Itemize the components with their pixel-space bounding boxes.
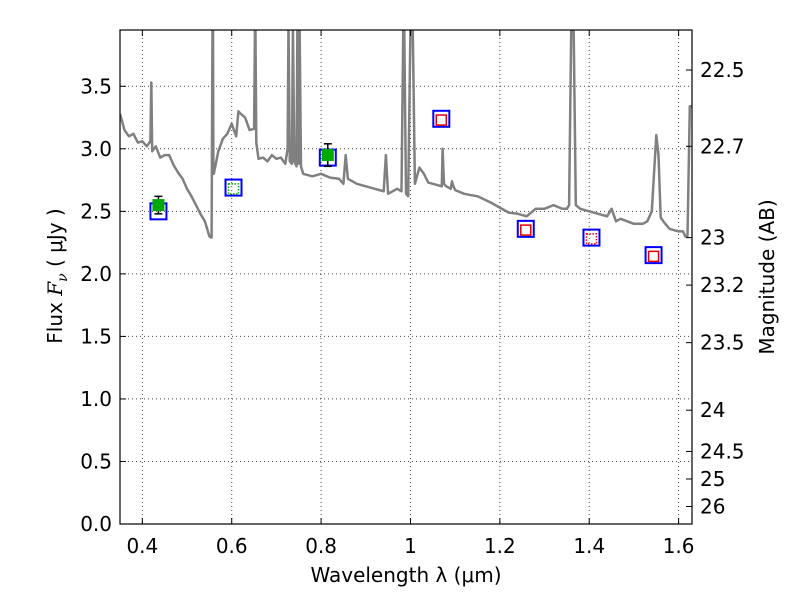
x-axis-ticks: 0.4 0.6 0.8 1 1.2 1.4 1.6 bbox=[126, 30, 695, 558]
y-axis-label: Flux Fν ( μJy ) bbox=[43, 208, 71, 343]
magnitude-axis-ticks: 22.5 22.7 23 23.2 23.5 24 24.5 25 26 bbox=[686, 58, 745, 518]
magnitude-tick-label: 22.5 bbox=[700, 58, 745, 82]
y-tick-label: 1.5 bbox=[80, 324, 112, 348]
model-photometry-point bbox=[432, 109, 451, 128]
y-axis-ticks: 0.0 0.5 1.0 1.5 2.0 2.5 3.0 3.5 bbox=[80, 74, 126, 536]
magnitude-tick-label: 23 bbox=[700, 226, 725, 250]
model-photometry-point bbox=[516, 219, 535, 238]
magnitude-tick-label: 26 bbox=[700, 494, 725, 518]
x-tick-label: 0.4 bbox=[126, 534, 158, 558]
model-spectrum-line bbox=[120, 30, 692, 239]
model-photometry-point bbox=[224, 178, 243, 197]
y-tick-label: 2.5 bbox=[80, 199, 112, 223]
y-tick-label: 3.0 bbox=[80, 137, 112, 161]
observed-photometry-point bbox=[435, 114, 448, 126]
x-tick-label: 1 bbox=[404, 534, 417, 558]
observed-photometry-point bbox=[227, 183, 240, 195]
x-tick-label: 1.2 bbox=[484, 534, 516, 558]
y-tick-label: 0.0 bbox=[80, 512, 112, 536]
observed-photometry-point bbox=[647, 250, 660, 263]
observed-photometry-point bbox=[321, 149, 334, 162]
y-tick-label: 2.0 bbox=[80, 262, 112, 286]
magnitude-tick-label: 22.7 bbox=[700, 134, 745, 158]
x-tick-label: 1.6 bbox=[663, 534, 695, 558]
y-tick-label: 0.5 bbox=[80, 449, 112, 473]
observed-photometry-point bbox=[585, 233, 598, 245]
y-tick-label: 3.5 bbox=[80, 74, 112, 98]
magnitude-tick-label: 23.2 bbox=[700, 273, 745, 297]
x-tick-label: 0.8 bbox=[305, 534, 337, 558]
observed-photometry-point bbox=[520, 224, 532, 236]
photometry-layer bbox=[149, 109, 663, 265]
y-tick-label: 1.0 bbox=[80, 387, 112, 411]
x-tick-label: 0.6 bbox=[216, 534, 248, 558]
model-photometry-point bbox=[644, 246, 663, 265]
magnitude-axis-label: Magnitude (AB) bbox=[755, 199, 779, 354]
observed-photometry-point bbox=[152, 199, 165, 212]
spectrum-layer bbox=[120, 30, 692, 239]
x-tick-label: 1.4 bbox=[573, 534, 605, 558]
magnitude-tick-label: 24.5 bbox=[700, 439, 745, 463]
magnitude-tick-label: 24 bbox=[700, 398, 725, 422]
x-axis-label: Wavelength λ (μm) bbox=[310, 563, 501, 587]
grid-lines bbox=[120, 30, 692, 524]
magnitude-tick-label: 23.5 bbox=[700, 331, 745, 355]
magnitude-tick-label: 25 bbox=[700, 467, 725, 491]
plot-frame bbox=[119, 29, 693, 525]
model-photometry-point bbox=[582, 228, 601, 247]
